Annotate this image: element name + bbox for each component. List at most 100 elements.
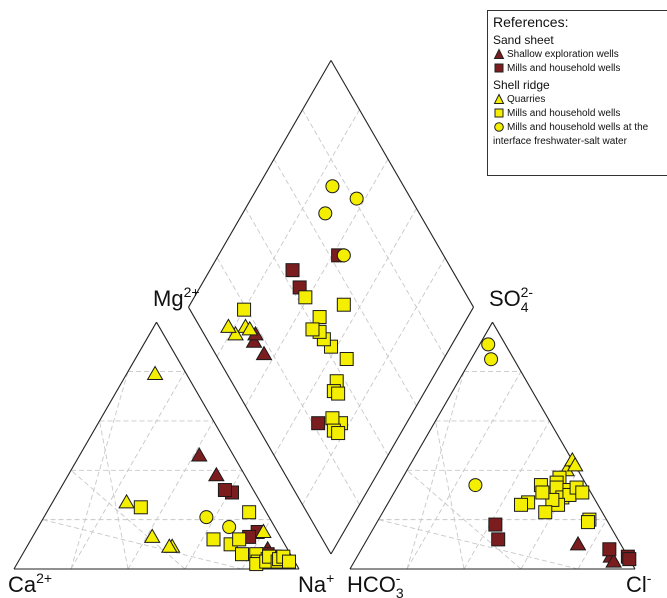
grid-line (463, 420, 550, 570)
data-point (566, 456, 584, 472)
axis-label-cl: Cl- (626, 570, 652, 597)
data-point (325, 179, 340, 194)
grid-line (245, 158, 389, 407)
legend-group-sand-sheet: Sand sheet (493, 33, 554, 47)
data-point (336, 297, 351, 312)
grid-lines (42, 109, 607, 570)
yellow-triangle-icon (493, 93, 505, 104)
yellow-circle-icon (494, 122, 504, 132)
grid-line (302, 257, 446, 505)
data-point (222, 520, 237, 535)
frame-edge (330, 60, 474, 308)
data-point (605, 553, 622, 568)
data-point (190, 446, 208, 462)
data-point (575, 485, 590, 500)
data-point (481, 337, 496, 352)
data-point (569, 535, 587, 551)
data-point (602, 542, 617, 557)
data-point (535, 485, 550, 500)
legend-item: Mills and household wells at the interfa… (493, 121, 667, 149)
triangle-frames (13, 60, 636, 570)
data-point (206, 532, 221, 547)
legend: References: Sand sheet Shallow explorati… (487, 10, 667, 176)
axis-label-ca: Ca2+ (8, 570, 52, 597)
data-point (318, 206, 333, 221)
data-point (245, 333, 263, 348)
data-point (241, 320, 259, 336)
grid-line (70, 371, 129, 570)
frame-edge (330, 306, 474, 555)
data-point (160, 538, 178, 553)
data-point (580, 515, 595, 530)
data-point (325, 411, 340, 426)
frame-edge (492, 321, 636, 570)
data-point (146, 365, 164, 381)
axis-label-mg: Mg2+ (153, 284, 200, 311)
data-point (305, 322, 320, 337)
data-point (232, 532, 247, 547)
data-point (255, 345, 273, 361)
legend-item: Quarries (493, 93, 667, 107)
legend-item: Shallow exploration wells (493, 48, 667, 62)
legend-label: Mills and household wells (507, 108, 621, 119)
data-point (514, 497, 528, 512)
data-points (118, 179, 637, 572)
grid-line (435, 420, 465, 570)
data-point (282, 554, 297, 569)
grid-line (184, 470, 243, 570)
data-point (468, 478, 483, 493)
data-point (488, 517, 503, 532)
frame-edge (13, 321, 157, 570)
data-point (199, 510, 214, 525)
frame-edge (349, 321, 493, 570)
data-point (207, 466, 225, 482)
data-point (484, 352, 499, 367)
axis-label-so4: SO42- (489, 284, 533, 315)
yellow-square-icon (494, 108, 504, 118)
data-point (143, 528, 161, 543)
data-point (311, 416, 326, 431)
data-point (217, 483, 232, 498)
grid-line (406, 469, 522, 570)
data-point (227, 325, 244, 341)
legend-item: Mills and household wells (493, 62, 667, 76)
legend-item: Mills and household wells (493, 107, 667, 121)
data-point (118, 493, 135, 509)
data-point (285, 263, 300, 278)
legend-label: Mills and household wells at the interfa… (493, 122, 649, 147)
data-point (622, 552, 637, 567)
data-point (220, 318, 237, 333)
grid-line (70, 469, 186, 570)
frame-edge (156, 321, 300, 570)
grid-line (378, 519, 579, 570)
data-point (237, 302, 252, 317)
data-point (538, 505, 553, 520)
grid-line (127, 420, 214, 570)
dark-red-square-icon (494, 63, 504, 73)
legend-label: Mills and household wells (507, 63, 621, 74)
data-point (339, 352, 354, 367)
data-point (242, 505, 257, 520)
axis-label-na: Na+ (298, 570, 334, 597)
data-point (331, 386, 346, 401)
grid-line (406, 371, 465, 570)
data-point (255, 523, 272, 538)
data-point (298, 290, 313, 305)
grid-line (99, 420, 129, 570)
data-point (133, 500, 148, 515)
frame-edge (188, 306, 332, 555)
legend-label: Shallow exploration wells (507, 49, 619, 60)
axis-label-hco3: HCO3- (347, 570, 404, 598)
grid-line (42, 519, 243, 570)
data-point (331, 426, 346, 441)
data-point (336, 248, 351, 263)
data-point (349, 191, 364, 206)
data-point (491, 532, 506, 547)
legend-title: References: (493, 14, 569, 30)
frame-edge (188, 60, 332, 308)
data-point (312, 310, 327, 325)
dark-red-triangle-icon (493, 48, 505, 59)
data-point (235, 547, 249, 562)
legend-label: Quarries (507, 94, 546, 105)
